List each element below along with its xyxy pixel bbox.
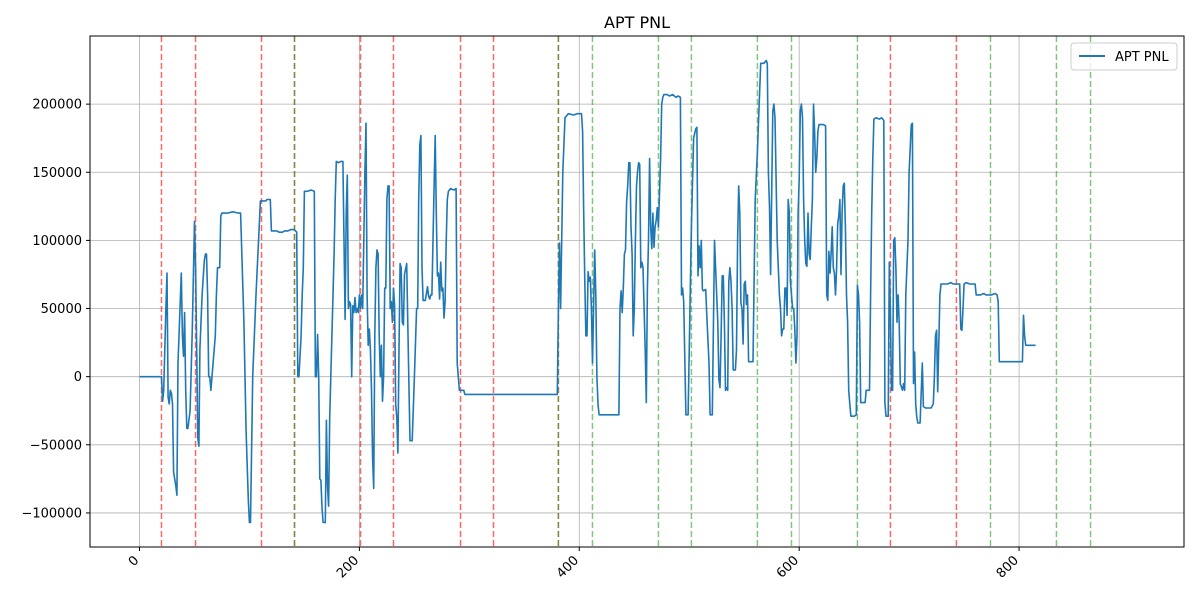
y-tick-label: 200000 <box>32 98 82 113</box>
plot-area-frame <box>89 35 1185 548</box>
y-tick-label: 0 <box>74 370 82 385</box>
y-tick-label: −50000 <box>30 438 82 453</box>
y-tick-label: 100000 <box>32 234 82 249</box>
legend: APT PNL <box>1070 42 1178 71</box>
legend-box <box>1070 42 1178 71</box>
series-line <box>139 59 1036 524</box>
chart-title: APT PNL <box>604 13 670 32</box>
legend-label: APT PNL <box>1115 50 1169 65</box>
series-layer <box>139 59 1036 524</box>
y-tick-label: −100000 <box>21 506 82 521</box>
y-tick-label: 50000 <box>41 302 82 317</box>
axes: 0 200 400 600 800−100000−5000005000010000015… <box>21 98 1021 582</box>
y-tick-label: 150000 <box>32 166 82 181</box>
